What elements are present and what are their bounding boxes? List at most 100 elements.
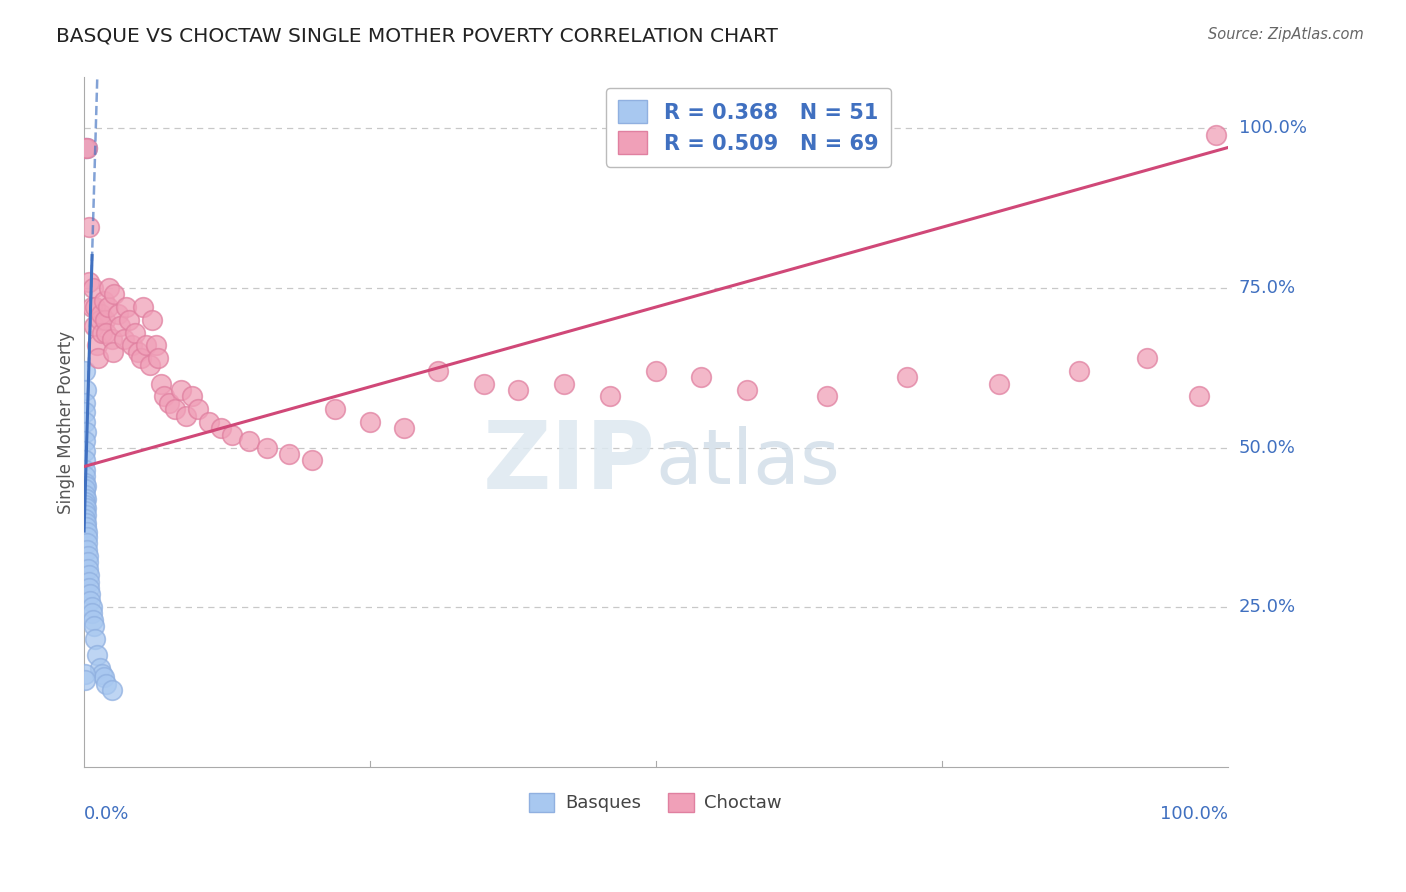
Point xyxy=(73,453,96,467)
Point xyxy=(77,555,100,569)
Point xyxy=(83,319,105,334)
Point xyxy=(89,661,111,675)
Point xyxy=(83,619,105,633)
Point xyxy=(150,376,173,391)
Point xyxy=(79,593,101,607)
Point xyxy=(84,632,107,646)
Point xyxy=(76,536,98,550)
Point xyxy=(101,683,124,698)
Point xyxy=(472,376,495,391)
Point xyxy=(644,364,666,378)
Point xyxy=(135,338,157,352)
Point xyxy=(77,220,100,235)
Point xyxy=(96,300,118,314)
Point xyxy=(73,488,96,502)
Point xyxy=(427,364,450,378)
Point xyxy=(73,469,96,483)
Point xyxy=(323,402,346,417)
Point xyxy=(75,425,97,439)
Point xyxy=(132,300,155,314)
Point xyxy=(359,415,381,429)
Text: ZIP: ZIP xyxy=(482,417,655,509)
Text: 0.0%: 0.0% xyxy=(83,805,129,823)
Point xyxy=(301,453,323,467)
Point xyxy=(77,549,100,563)
Point xyxy=(73,415,96,429)
Point xyxy=(76,542,98,557)
Point xyxy=(163,402,186,417)
Point xyxy=(79,587,101,601)
Point xyxy=(987,376,1010,391)
Point xyxy=(187,402,209,417)
Point xyxy=(73,141,96,155)
Point xyxy=(690,370,713,384)
Point xyxy=(139,358,162,372)
Point xyxy=(90,667,112,681)
Point xyxy=(118,313,141,327)
Point xyxy=(103,344,125,359)
Point xyxy=(73,443,96,458)
Point xyxy=(73,396,96,410)
Point xyxy=(75,479,97,493)
Point xyxy=(93,670,115,684)
Point xyxy=(73,498,96,512)
Point xyxy=(89,313,111,327)
Point xyxy=(181,389,204,403)
Point xyxy=(75,383,97,397)
Point xyxy=(256,441,278,455)
Point xyxy=(77,275,100,289)
Point xyxy=(93,293,115,308)
Point xyxy=(176,409,198,423)
Point xyxy=(129,351,152,366)
Point xyxy=(76,530,98,544)
Point xyxy=(75,491,97,506)
Point xyxy=(238,434,260,449)
Point xyxy=(77,581,100,595)
Point xyxy=(508,383,530,397)
Point xyxy=(141,313,163,327)
Point xyxy=(108,319,131,334)
Point xyxy=(97,281,120,295)
Text: Source: ZipAtlas.com: Source: ZipAtlas.com xyxy=(1208,27,1364,42)
Point xyxy=(896,370,918,384)
Point xyxy=(75,508,97,522)
Legend: Basques, Choctaw: Basques, Choctaw xyxy=(522,786,789,820)
Point xyxy=(80,600,103,615)
Point xyxy=(73,673,96,688)
Text: 75.0%: 75.0% xyxy=(1239,279,1296,297)
Point xyxy=(127,344,149,359)
Point xyxy=(73,434,96,449)
Point xyxy=(76,141,98,155)
Point xyxy=(73,667,96,681)
Point xyxy=(112,332,135,346)
Point xyxy=(599,389,621,403)
Point xyxy=(73,405,96,419)
Point xyxy=(77,568,100,582)
Point xyxy=(73,482,96,496)
Point xyxy=(73,512,96,526)
Point xyxy=(86,338,108,352)
Text: 100.0%: 100.0% xyxy=(1160,805,1227,823)
Point xyxy=(278,447,301,461)
Point xyxy=(73,364,96,378)
Point xyxy=(76,141,98,155)
Point xyxy=(96,326,118,340)
Y-axis label: Single Mother Poverty: Single Mother Poverty xyxy=(58,330,75,514)
Point xyxy=(103,287,125,301)
Point xyxy=(73,141,96,155)
Point xyxy=(1205,128,1227,142)
Text: 25.0%: 25.0% xyxy=(1239,598,1296,616)
Point xyxy=(77,562,100,576)
Point xyxy=(101,332,124,346)
Point xyxy=(86,648,108,662)
Point xyxy=(73,463,96,477)
Point xyxy=(198,415,221,429)
Point xyxy=(1067,364,1090,378)
Text: BASQUE VS CHOCTAW SINGLE MOTHER POVERTY CORRELATION CHART: BASQUE VS CHOCTAW SINGLE MOTHER POVERTY … xyxy=(56,27,778,45)
Point xyxy=(90,307,112,321)
Point xyxy=(553,376,575,391)
Point xyxy=(152,389,174,403)
Point xyxy=(76,524,98,539)
Point xyxy=(221,427,243,442)
Point xyxy=(82,613,104,627)
